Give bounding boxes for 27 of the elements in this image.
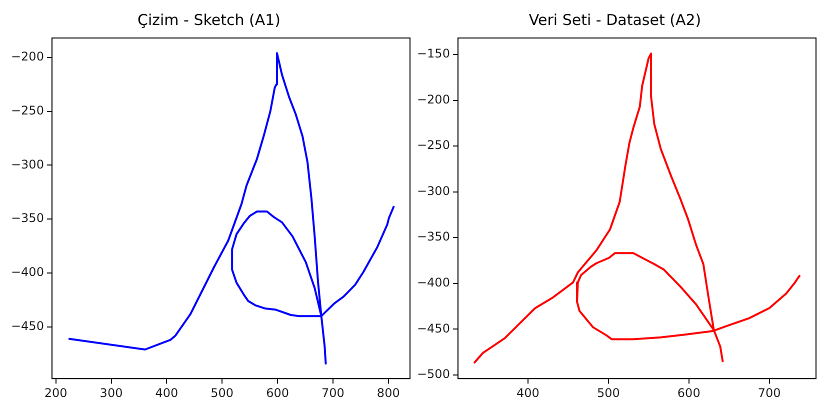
x-tick-label: 700 <box>322 386 344 400</box>
y-tick-label: −350 <box>10 211 44 226</box>
x-tick-label: 600 <box>677 386 700 400</box>
x-tick-label: 400 <box>155 386 178 400</box>
y-tick-label: −400 <box>416 276 450 290</box>
chart-title: Veri Seti - Dataset (A2) <box>528 10 702 29</box>
y-tick-label: −450 <box>10 318 44 333</box>
x-tick-label: 800 <box>376 386 400 400</box>
y-tick-label: −300 <box>416 184 450 198</box>
x-tick-label: 600 <box>266 386 289 400</box>
chart-title: Çizim - Sketch (A1) <box>137 10 281 29</box>
y-tick-label: −400 <box>10 265 44 280</box>
y-tick-label: −300 <box>10 157 44 172</box>
y-tick-label: −250 <box>416 138 450 152</box>
y-tick-label: −200 <box>10 50 44 64</box>
y-tick-label: −350 <box>416 230 450 244</box>
x-tick-label: 500 <box>210 386 234 400</box>
x-tick-label: 400 <box>516 386 540 400</box>
y-tick-label: −200 <box>416 92 450 106</box>
x-tick-label: 200 <box>44 386 68 400</box>
x-tick-label: 500 <box>596 386 620 400</box>
y-tick-label: −500 <box>416 367 450 382</box>
x-tick-label: 300 <box>100 386 123 400</box>
y-tick-label: −250 <box>10 103 44 118</box>
x-tick-label: 700 <box>758 386 781 400</box>
y-tick-label: −150 <box>416 46 450 61</box>
y-tick-label: −450 <box>416 321 450 336</box>
